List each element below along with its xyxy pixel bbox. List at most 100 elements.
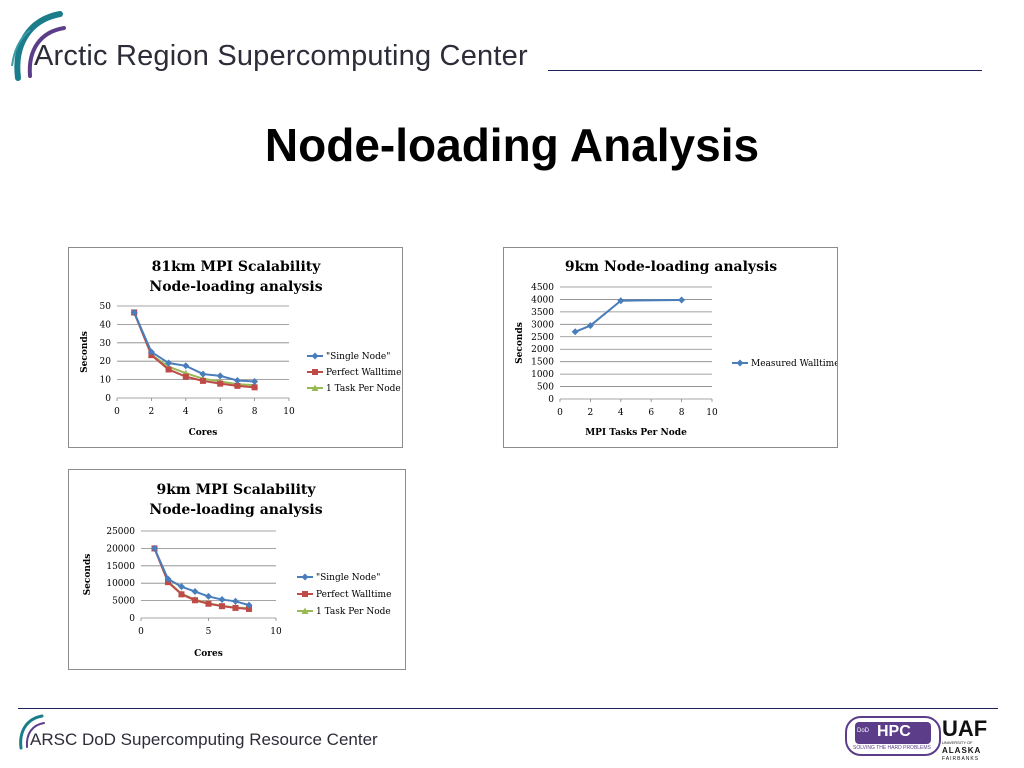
series-line bbox=[133, 312, 255, 383]
y-tick-label: 2000 bbox=[531, 345, 554, 355]
y-tick-label: 0 bbox=[129, 614, 135, 624]
arsc-footer-logo-arc bbox=[19, 714, 45, 750]
data-point bbox=[251, 384, 258, 391]
data-point bbox=[617, 297, 625, 305]
series-line bbox=[133, 312, 255, 387]
legend-label: Measured Walltime bbox=[751, 359, 837, 369]
legend-label: 1 Task Per Node bbox=[326, 384, 401, 394]
x-tick-label: 6 bbox=[217, 407, 223, 417]
hpc-logo-tagline: SOLVING THE HARD PROBLEMS bbox=[853, 745, 931, 751]
data-point bbox=[234, 382, 241, 389]
data-point bbox=[233, 377, 241, 385]
y-tick-label: 2500 bbox=[531, 333, 554, 343]
data-point bbox=[205, 592, 212, 600]
legend-marker bbox=[301, 573, 309, 581]
legend-marker bbox=[311, 352, 319, 360]
uaf-logo-alaska: ALASKA bbox=[942, 746, 982, 755]
x-tick-label: 6 bbox=[648, 408, 654, 418]
legend-marker bbox=[302, 591, 308, 597]
y-tick-label: 4500 bbox=[531, 283, 554, 293]
data-point bbox=[199, 370, 207, 378]
y-tick-label: 500 bbox=[537, 383, 554, 393]
data-point bbox=[182, 362, 190, 370]
chart-subtitle: Node-loading analysis bbox=[149, 279, 322, 295]
data-point bbox=[217, 380, 224, 387]
hpc-logo: DoD HPC SOLVING THE HARD PROBLEMS bbox=[845, 716, 941, 756]
y-tick-label: 10000 bbox=[106, 579, 135, 589]
legend-marker bbox=[736, 359, 744, 367]
legend-label: Perfect Walltime bbox=[326, 368, 401, 378]
y-tick-label: 3000 bbox=[531, 320, 554, 330]
hpc-logo-dod: DoD bbox=[857, 728, 870, 734]
chart-9km-node-loading: 9km Node-loading analysis 0 500 1000 1500 200… bbox=[503, 247, 838, 448]
y-axis-label: Seconds bbox=[83, 554, 93, 596]
x-tick-label: 5 bbox=[206, 627, 212, 637]
chart-title: 9km MPI Scalability bbox=[156, 482, 316, 498]
data-point bbox=[178, 583, 185, 591]
hpc-logo-word: HPC bbox=[877, 723, 911, 740]
chart-9km-mpi-svg: 9km MPI Scalability Node-loading analysis… bbox=[83, 482, 391, 659]
y-tick-label: 0 bbox=[105, 394, 111, 404]
data-point bbox=[245, 601, 253, 609]
x-tick-label: 8 bbox=[252, 407, 258, 417]
y-tick-label: 50 bbox=[100, 302, 112, 312]
uaf-logo: UAF UNIVERSITY OF ALASKA FAIRBANKS bbox=[942, 716, 994, 764]
x-tick-label: 4 bbox=[618, 408, 624, 418]
x-tick-label: 2 bbox=[588, 408, 594, 418]
y-tick-label: 1500 bbox=[531, 358, 554, 368]
x-tick-label: 2 bbox=[149, 407, 155, 417]
data-point bbox=[219, 603, 225, 610]
footer-rule bbox=[18, 708, 998, 709]
data-point bbox=[182, 373, 189, 380]
chart-title: 81km MPI Scalability bbox=[152, 259, 322, 275]
header-rule bbox=[548, 70, 982, 71]
legend-marker bbox=[311, 384, 319, 391]
y-tick-label: 30 bbox=[100, 339, 112, 349]
x-tick-label: 0 bbox=[138, 627, 144, 637]
arsc-logo-arc bbox=[11, 11, 66, 81]
chart-subtitle: Node-loading analysis bbox=[149, 502, 322, 518]
y-tick-label: 40 bbox=[100, 320, 112, 330]
data-point bbox=[151, 544, 158, 552]
x-axis-label: Cores bbox=[194, 649, 223, 659]
data-point bbox=[586, 322, 594, 330]
data-point bbox=[246, 605, 252, 612]
x-axis-label: MPI Tasks Per Node bbox=[585, 428, 687, 438]
x-tick-label: 10 bbox=[706, 408, 718, 418]
header-title: Arctic Region Supercomputing Center bbox=[34, 40, 528, 72]
y-tick-label: 1000 bbox=[531, 370, 554, 380]
footer-text: ARSC DoD Supercomputing Resource Center bbox=[30, 730, 378, 749]
y-tick-label: 15000 bbox=[106, 562, 135, 572]
x-tick-label: 4 bbox=[183, 407, 189, 417]
data-point bbox=[205, 600, 212, 607]
data-point bbox=[571, 328, 579, 336]
y-axis-label: Seconds bbox=[515, 322, 525, 364]
chart-9km-node-loading-svg: 9km Node-loading analysis 0 500 1000 1500 200… bbox=[515, 259, 837, 438]
slide-title: Node-loading Analysis bbox=[264, 119, 760, 171]
hpc-logo-badge: DoD HPC bbox=[855, 722, 931, 744]
y-tick-label: 20000 bbox=[106, 544, 135, 554]
data-point bbox=[191, 588, 199, 596]
data-point bbox=[678, 296, 686, 304]
y-axis-label: Seconds bbox=[80, 331, 90, 373]
chart-81km-svg: 81km MPI Scalability Node-loading analysi… bbox=[80, 259, 401, 438]
x-tick-label: 10 bbox=[283, 407, 295, 417]
y-tick-label: 0 bbox=[548, 395, 554, 405]
data-point bbox=[165, 359, 173, 367]
uaf-logo-sub: UNIVERSITY OF bbox=[942, 740, 973, 745]
chart-title: 9km Node-loading analysis bbox=[565, 259, 777, 275]
legend-label: Perfect Walltime bbox=[316, 590, 391, 600]
data-point bbox=[147, 348, 155, 356]
legend-marker bbox=[312, 369, 318, 375]
y-tick-label: 3500 bbox=[531, 308, 554, 318]
data-point bbox=[251, 377, 259, 385]
uaf-logo-word: UAF bbox=[942, 716, 988, 741]
x-axis-label: Cores bbox=[189, 428, 218, 438]
x-tick-label: 10 bbox=[270, 627, 282, 637]
chart-81km-mpi-scalability: 81km MPI Scalability Node-loading analysi… bbox=[68, 247, 403, 448]
data-point bbox=[164, 575, 172, 583]
data-point bbox=[178, 591, 185, 598]
y-tick-label: 20 bbox=[100, 357, 112, 367]
chart-9km-mpi-scalability: 9km MPI Scalability Node-loading analysis… bbox=[68, 469, 406, 670]
data-point bbox=[165, 366, 172, 373]
